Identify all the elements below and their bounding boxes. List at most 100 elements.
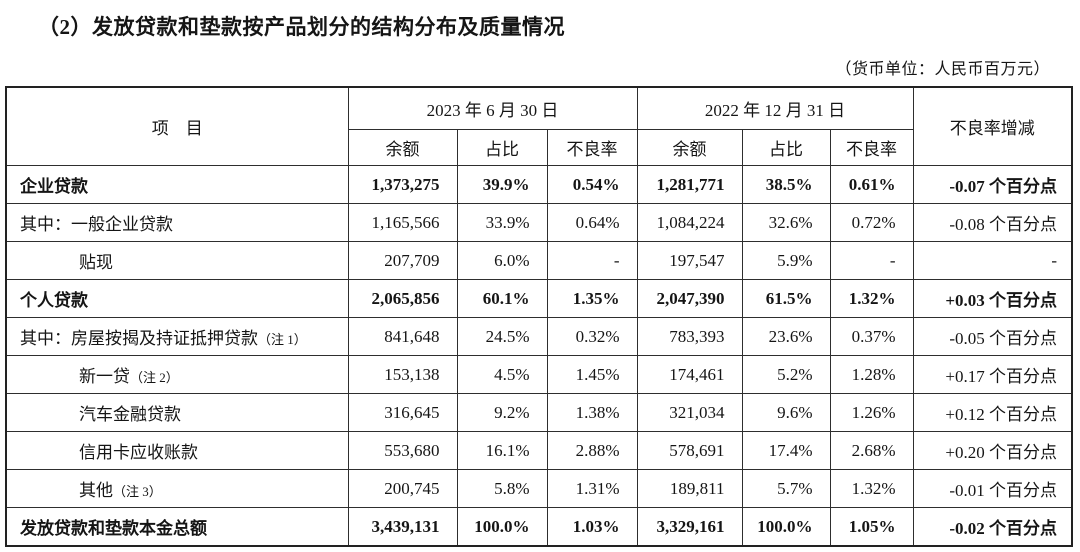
cell-share-2023: 33.9%	[456, 203, 548, 242]
cell-balance-2022: 1,084,224	[636, 203, 743, 242]
cell-item-label: 其中：房屋按揭及持证抵押贷款（注 1）	[5, 317, 349, 356]
table-row: 其他（注 3） 200,745 5.8% 1.31% 189,811 5.7% 1.32% -…	[5, 469, 1073, 508]
cell-share-2022: 5.9%	[741, 241, 831, 280]
cell-balance-2022: 2,047,390	[636, 279, 743, 318]
cell-npl-2023: 2.88%	[546, 431, 638, 470]
cell-share-2022: 5.7%	[741, 469, 831, 508]
cell-npl-change: -0.07 个百分点	[912, 165, 1073, 204]
cell-item-label: 其他（注 3）	[5, 469, 349, 508]
cell-share-2023: 100.0%	[456, 507, 548, 547]
cell-share-2022: 100.0%	[741, 507, 831, 547]
cell-npl-2023: 1.03%	[546, 507, 638, 547]
cell-balance-2023: 316,645	[347, 393, 458, 432]
header-share-2023: 占比	[456, 129, 548, 166]
cell-npl-change: -0.01 个百分点	[912, 469, 1073, 508]
cell-balance-2023: 207,709	[347, 241, 458, 280]
cell-item-label: 信用卡应收账款	[5, 431, 349, 470]
cell-item-label: 发放贷款和垫款本金总额	[5, 507, 349, 547]
cell-npl-change: +0.17 个百分点	[912, 355, 1073, 394]
table-row: 企业贷款 1,373,275 39.9% 0.54% 1,281,771 38.5% 0.6…	[5, 165, 1073, 204]
cell-balance-2023: 553,680	[347, 431, 458, 470]
cell-share-2022: 61.5%	[741, 279, 831, 318]
cell-balance-2023: 841,648	[347, 317, 458, 356]
cell-npl-2022: 0.72%	[829, 203, 914, 242]
item-label-text: 新一贷	[79, 367, 130, 386]
cell-npl-2023: 0.54%	[546, 165, 638, 204]
table-row: 贴现 207,709 6.0% -197,547 5.9% - -	[5, 241, 1073, 280]
cell-share-2023: 60.1%	[456, 279, 548, 318]
cell-npl-2023: 1.31%	[546, 469, 638, 508]
cell-npl-2022: 1.32%	[829, 469, 914, 508]
table-body: 企业贷款 1,373,275 39.9% 0.54% 1,281,771 38.5% 0.6…	[5, 165, 1073, 547]
loan-structure-table: 项 目 2023 年 6 月 30 日 2022 年 12 月 31 日 不良率…	[5, 86, 1074, 547]
section-title: （2）发放贷款和垫款按产品划分的结构分布及质量情况	[38, 15, 565, 39]
item-label-text: 企业贷款	[20, 177, 88, 196]
cell-npl-2023: 1.35%	[546, 279, 638, 318]
cell-share-2022: 17.4%	[741, 431, 831, 470]
item-label-text: 发放贷款和垫款本金总额	[20, 519, 207, 538]
cell-npl-2023: 1.38%	[546, 393, 638, 432]
item-label-text: 贴现	[79, 253, 113, 272]
cell-balance-2022: 174,461	[636, 355, 743, 394]
header-share-2022: 占比	[741, 129, 831, 166]
item-label-text: 其中：房屋按揭及持证抵押贷款	[20, 329, 258, 348]
cell-balance-2023: 1,373,275	[347, 165, 458, 204]
cell-npl-2022: 1.05%	[829, 507, 914, 547]
cell-balance-2023: 3,439,131	[347, 507, 458, 547]
cell-share-2023: 4.5%	[456, 355, 548, 394]
cell-share-2022: 32.6%	[741, 203, 831, 242]
header-npl-2023: 不良率	[546, 129, 638, 166]
item-label-text: 其中：一般企业贷款	[20, 215, 173, 234]
cell-npl-2023: 0.32%	[546, 317, 638, 356]
cell-balance-2022: 783,393	[636, 317, 743, 356]
table-row: 新一贷（注 2） 153,138 4.5% 1.45% 174,461 5.2% 1.28%…	[5, 355, 1073, 394]
item-note: （注 1）	[258, 332, 307, 347]
header-period-2023: 2023 年 6 月 30 日	[347, 86, 638, 130]
cell-balance-2023: 2,065,856	[347, 279, 458, 318]
cell-npl-2023: -	[546, 241, 638, 280]
header-item-column: 项 目	[5, 86, 349, 166]
header-row-periods: 项 目 2023 年 6 月 30 日 2022 年 12 月 31 日 不良率…	[5, 86, 1073, 166]
cell-npl-2022: 1.32%	[829, 279, 914, 318]
cell-balance-2022: 321,034	[636, 393, 743, 432]
cell-item-label: 其中：一般企业贷款	[5, 203, 349, 242]
cell-npl-2022: 0.61%	[829, 165, 914, 204]
cell-share-2023: 6.0%	[456, 241, 548, 280]
table-row: 个人贷款 2,065,856 60.1% 1.35% 2,047,390 61.5% 1.3…	[5, 279, 1073, 318]
item-label-text: 个人贷款	[20, 291, 88, 310]
cell-npl-2022: -	[829, 241, 914, 280]
cell-share-2023: 9.2%	[456, 393, 548, 432]
cell-npl-change: -0.02 个百分点	[912, 507, 1073, 547]
header-row-metrics: 余额 占比 不良率 余额 占比 不良率	[6, 129, 1072, 166]
cell-npl-2023: 1.45%	[546, 355, 638, 394]
cell-npl-2022: 0.37%	[829, 317, 914, 356]
cell-npl-change: -	[912, 241, 1073, 280]
header-period-2022: 2022 年 12 月 31 日	[636, 86, 914, 130]
cell-share-2023: 39.9%	[456, 165, 548, 204]
cell-npl-change: +0.12 个百分点	[912, 393, 1073, 432]
cell-npl-2022: 2.68%	[829, 431, 914, 470]
cell-npl-2023: 0.64%	[546, 203, 638, 242]
table-row: 其中：一般企业贷款 1,165,566 33.9% 0.64% 1,084,224 32.…	[5, 203, 1073, 242]
cell-npl-change: +0.03 个百分点	[912, 279, 1073, 318]
cell-npl-change: -0.05 个百分点	[912, 317, 1073, 356]
cell-npl-2022: 1.26%	[829, 393, 914, 432]
cell-balance-2022: 189,811	[636, 469, 743, 508]
header-balance-2023: 余额	[347, 129, 458, 166]
currency-unit-note: （货币单位：人民币百万元）	[835, 61, 1050, 78]
cell-npl-2022: 1.28%	[829, 355, 914, 394]
cell-item-label: 新一贷（注 2）	[5, 355, 349, 394]
cell-item-label: 个人贷款	[5, 279, 349, 318]
header-npl-2022: 不良率	[829, 129, 914, 166]
item-label-text: 信用卡应收账款	[79, 443, 198, 462]
item-note: （注 2）	[130, 370, 179, 385]
cell-balance-2023: 1,165,566	[347, 203, 458, 242]
cell-balance-2023: 153,138	[347, 355, 458, 394]
cell-item-label: 汽车金融贷款	[5, 393, 349, 432]
cell-balance-2022: 578,691	[636, 431, 743, 470]
cell-item-label: 企业贷款	[5, 165, 349, 204]
table-row: 汽车金融贷款 316,645 9.2% 1.38% 321,034 9.6% 1.26% +0…	[5, 393, 1073, 432]
cell-item-label: 贴现	[5, 241, 349, 280]
table-row: 信用卡应收账款 553,680 16.1% 2.88% 578,691 17.4% 2.68…	[5, 431, 1073, 470]
table-row: 其中：房屋按揭及持证抵押贷款（注 1） 841,648 24.5% 0.32% 783,…	[5, 317, 1073, 356]
